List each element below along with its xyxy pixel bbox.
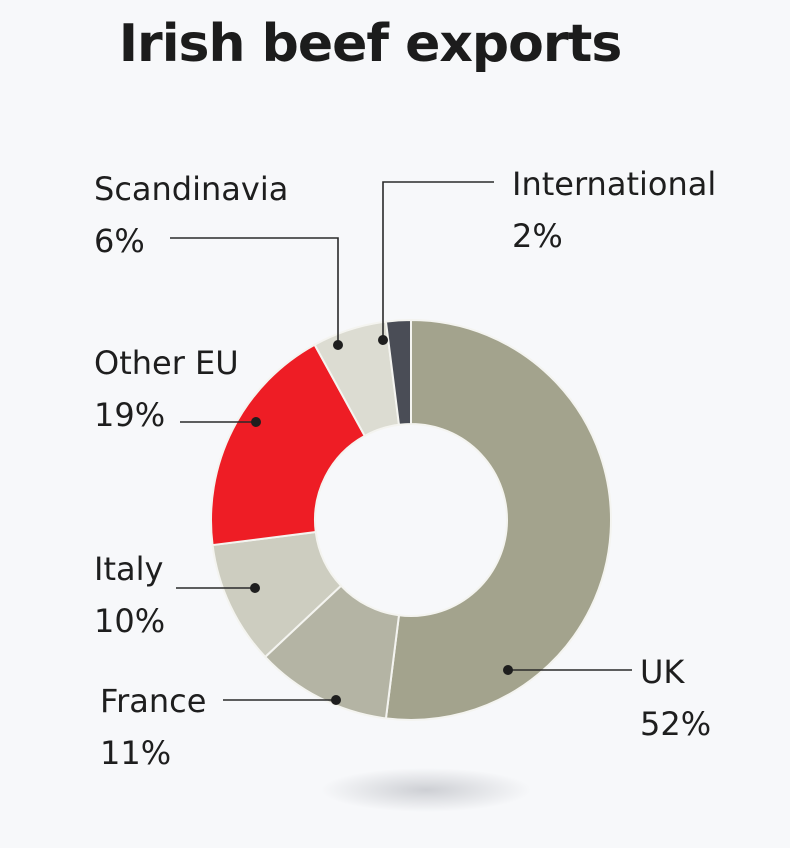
slice-label-uk: UK xyxy=(640,653,685,691)
slice-value-italy: 10% xyxy=(94,602,165,640)
leader-dot-scandinavia xyxy=(333,340,343,350)
slice-value-france: 11% xyxy=(100,734,171,772)
slice-label-france: France xyxy=(100,682,206,720)
slice-uk xyxy=(384,318,612,721)
slice-value-uk: 52% xyxy=(640,705,711,743)
leader-line-international xyxy=(382,181,494,340)
leader-dot-italy xyxy=(250,583,260,593)
chart-shadow xyxy=(321,768,531,812)
slice-labels: UK 52% France 11% Italy 10% Other EU 19% Scandin… xyxy=(94,165,716,772)
slice-value-international: 2% xyxy=(512,217,563,255)
slice-international xyxy=(384,318,412,426)
leader-lines xyxy=(170,181,632,705)
leader-dot-france xyxy=(331,695,341,705)
slice-label-italy: Italy xyxy=(94,550,163,588)
slice-label-scandinavia: Scandinavia xyxy=(94,170,288,208)
slice-value-scandinavia: 6% xyxy=(94,222,145,260)
leader-line-scandinavia xyxy=(170,237,339,345)
slice-other-eu xyxy=(210,343,367,547)
leader-dot-uk xyxy=(503,665,513,675)
leader-dot-other-eu xyxy=(251,417,261,427)
slice-label-international: International xyxy=(512,165,716,203)
slice-label-other-eu: Other EU xyxy=(94,344,239,382)
chart-title: Irish beef exports xyxy=(118,14,623,74)
leader-dot-international xyxy=(378,335,388,345)
pie-slices xyxy=(210,318,612,721)
slice-value-other-eu: 19% xyxy=(94,396,165,434)
